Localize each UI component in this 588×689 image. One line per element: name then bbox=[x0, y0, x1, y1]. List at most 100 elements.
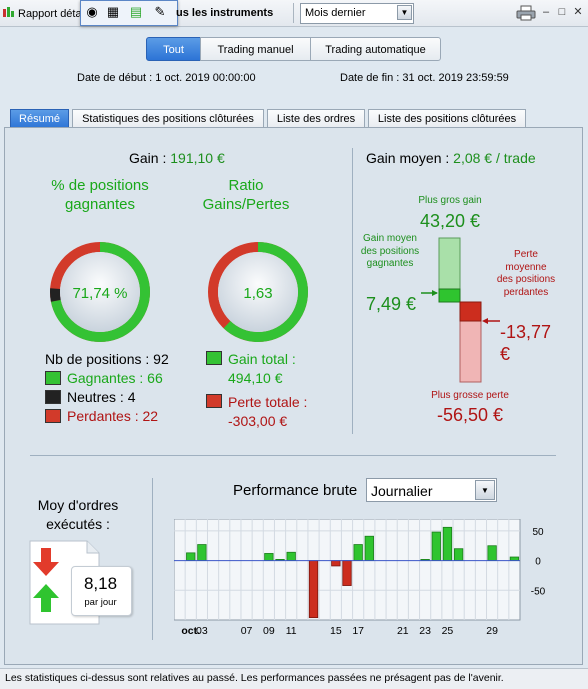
biggest-loss-label: Plus grosse perte bbox=[431, 390, 509, 401]
total-loss-swatch bbox=[206, 394, 222, 408]
report-icon[interactable] bbox=[2, 6, 16, 20]
start-date-label: Date de début : bbox=[77, 72, 156, 84]
period-select[interactable]: Mois dernier ▼ bbox=[300, 3, 414, 24]
chart-bar bbox=[331, 560, 341, 567]
total-loss-label: Perte totale : bbox=[228, 394, 308, 410]
toolbar-popup: ◉ ▦ ▤ ✎ bbox=[80, 0, 178, 26]
chart-x-ticks: oct.03 07 09 11 15 17 21 23 25 29 bbox=[181, 625, 498, 637]
tab-summary[interactable]: Résumé bbox=[10, 109, 69, 128]
chart-x-tick-label: 29 bbox=[486, 625, 498, 637]
legend-neutral-swatch bbox=[45, 390, 61, 404]
minimize-icon[interactable]: – bbox=[542, 6, 550, 18]
winners-count: Gagnantes : 66 bbox=[67, 370, 163, 386]
orders-value: 8,18 bbox=[83, 574, 118, 593]
biggest-loss-value: -56,50 € bbox=[436, 405, 504, 425]
print-icon[interactable] bbox=[516, 5, 536, 21]
sell-arrow-icon bbox=[33, 548, 59, 576]
bottom-vertical-divider bbox=[152, 478, 153, 640]
tools-icon[interactable]: ✎ bbox=[154, 4, 166, 19]
toolbar: Rapport détaillé ◉ ▦ ▤ ✎ us les instrume… bbox=[0, 0, 588, 27]
chart-bar bbox=[264, 553, 274, 561]
performance-period-value: Journalier bbox=[371, 483, 433, 499]
biggest-gain-value: 43,20 € bbox=[419, 211, 481, 231]
report-title: Rapport détaillé bbox=[18, 8, 82, 20]
ratio-title: Ratio Gains/Pertes bbox=[202, 177, 290, 213]
chart-x-tick-label: 03 bbox=[196, 625, 208, 637]
end-date-value: 31 oct. 2019 23:59:59 bbox=[402, 72, 509, 84]
tab-closed-positions[interactable]: Liste des positions clôturées bbox=[368, 109, 526, 128]
avg-gain-value: 2,08 € / trade bbox=[453, 150, 536, 166]
gain-label: Gain : bbox=[129, 150, 171, 166]
end-date: Date de fin : 31 oct. 2019 23:59:59 bbox=[340, 72, 509, 84]
chevron-down-icon[interactable]: ▼ bbox=[475, 480, 495, 500]
avg-loss-value: -13,77 € bbox=[500, 322, 552, 364]
win-pct-donut: 71,74 % bbox=[50, 242, 150, 342]
chart-x-tick-label: 17 bbox=[352, 625, 364, 637]
chart-bar bbox=[442, 526, 453, 561]
chart-x-tick-label: 21 bbox=[397, 625, 409, 637]
avg-win-value: 7,49 € bbox=[366, 294, 417, 314]
orders-unit: par jour bbox=[84, 597, 117, 608]
chart-bar bbox=[186, 552, 196, 561]
total-gain-label: Gain total : bbox=[228, 351, 296, 367]
chart-bar bbox=[286, 551, 296, 561]
chart-y-tick-label: 0 bbox=[535, 557, 541, 568]
orders-title: Moy d'ordres exécutés : bbox=[37, 497, 119, 532]
chart-y-ticks: 50 0 -50 bbox=[531, 527, 546, 597]
instruments-label[interactable]: us les instruments bbox=[176, 7, 274, 19]
donut-neutral-arc bbox=[50, 242, 150, 342]
losers-count: Perdantes : 22 bbox=[67, 408, 159, 424]
end-date-label: Date de fin : bbox=[340, 72, 403, 84]
chart-x-tick-label: 23 bbox=[419, 625, 431, 637]
chart-icon[interactable]: ▤ bbox=[129, 4, 143, 19]
toolbar-separator bbox=[293, 3, 294, 23]
performance-title: Performance brute bbox=[233, 482, 358, 499]
chart-x-tick-label: 15 bbox=[330, 625, 342, 637]
avg-win-arrowhead bbox=[432, 290, 438, 296]
positions-count: Nb de positions : 92 bbox=[45, 351, 169, 367]
chevron-down-icon[interactable]: ▼ bbox=[397, 5, 412, 20]
chart-x-tick-label: 11 bbox=[286, 625, 297, 637]
total-gain-swatch bbox=[206, 351, 222, 365]
chart-x-tick-label: oct. bbox=[181, 625, 200, 637]
buy-arrow-icon bbox=[33, 584, 59, 612]
chart-bar bbox=[453, 548, 464, 561]
chart-x-tick-label: 07 bbox=[241, 625, 253, 637]
filter-all-button[interactable]: Tout bbox=[146, 37, 201, 61]
horizontal-divider bbox=[30, 455, 556, 456]
start-date: Date de début : 1 oct. 2019 00:00:00 bbox=[77, 72, 256, 84]
footer: Les statistiques ci-dessus sont relative… bbox=[0, 668, 588, 689]
tab-closed-stats[interactable]: Statistiques des positions clôturées bbox=[72, 109, 264, 128]
donut-win-arc bbox=[50, 242, 150, 342]
ratio-gain-arc bbox=[208, 242, 308, 342]
legend-winners-swatch bbox=[45, 371, 61, 385]
total-gain-value: 494,10 € bbox=[228, 370, 283, 386]
period-select-value: Mois dernier bbox=[305, 7, 366, 19]
filter-manual-button[interactable]: Trading manuel bbox=[200, 37, 311, 61]
start-date-value: 1 oct. 2019 00:00:00 bbox=[155, 72, 256, 84]
chart-bar bbox=[364, 535, 374, 561]
donut-center bbox=[60, 252, 140, 332]
win-pct-title: % de positions gagnantes bbox=[51, 177, 149, 213]
grid-icon[interactable]: ▦ bbox=[106, 4, 120, 19]
ratio-donut: 1,63 bbox=[208, 242, 308, 342]
chart-grid bbox=[174, 519, 520, 620]
performance-period-select[interactable]: Journalier ▼ bbox=[366, 478, 497, 502]
gain-value: 191,10 € bbox=[170, 150, 225, 166]
biggest-gain-label: Plus gros gain bbox=[418, 195, 482, 206]
vertical-divider bbox=[352, 148, 353, 434]
legend-losers-swatch bbox=[45, 409, 61, 423]
maximize-icon[interactable]: □ bbox=[558, 6, 566, 18]
tab-orders[interactable]: Liste des ordres bbox=[267, 109, 365, 128]
ratio-value: 1,63 bbox=[243, 285, 272, 302]
footer-disclaimer: Les statistiques ci-dessus sont relative… bbox=[5, 672, 504, 684]
ticket-icon[interactable]: ◉ bbox=[86, 4, 98, 19]
filter-auto-button[interactable]: Trading automatique bbox=[310, 37, 441, 61]
gain-line: Gain : 191,10 € bbox=[129, 150, 225, 166]
avg-loss-arrowhead bbox=[482, 318, 488, 324]
close-icon[interactable]: ✕ bbox=[573, 6, 583, 18]
chart-x-tick-label: 09 bbox=[263, 625, 275, 637]
gain-loss-range-graphic bbox=[421, 237, 500, 383]
performance-chart: 50 0 -50 oct.03 07 09 11 15 17 21 23 25 29 bbox=[174, 519, 546, 637]
chart-y-tick-label: -50 bbox=[531, 586, 546, 597]
